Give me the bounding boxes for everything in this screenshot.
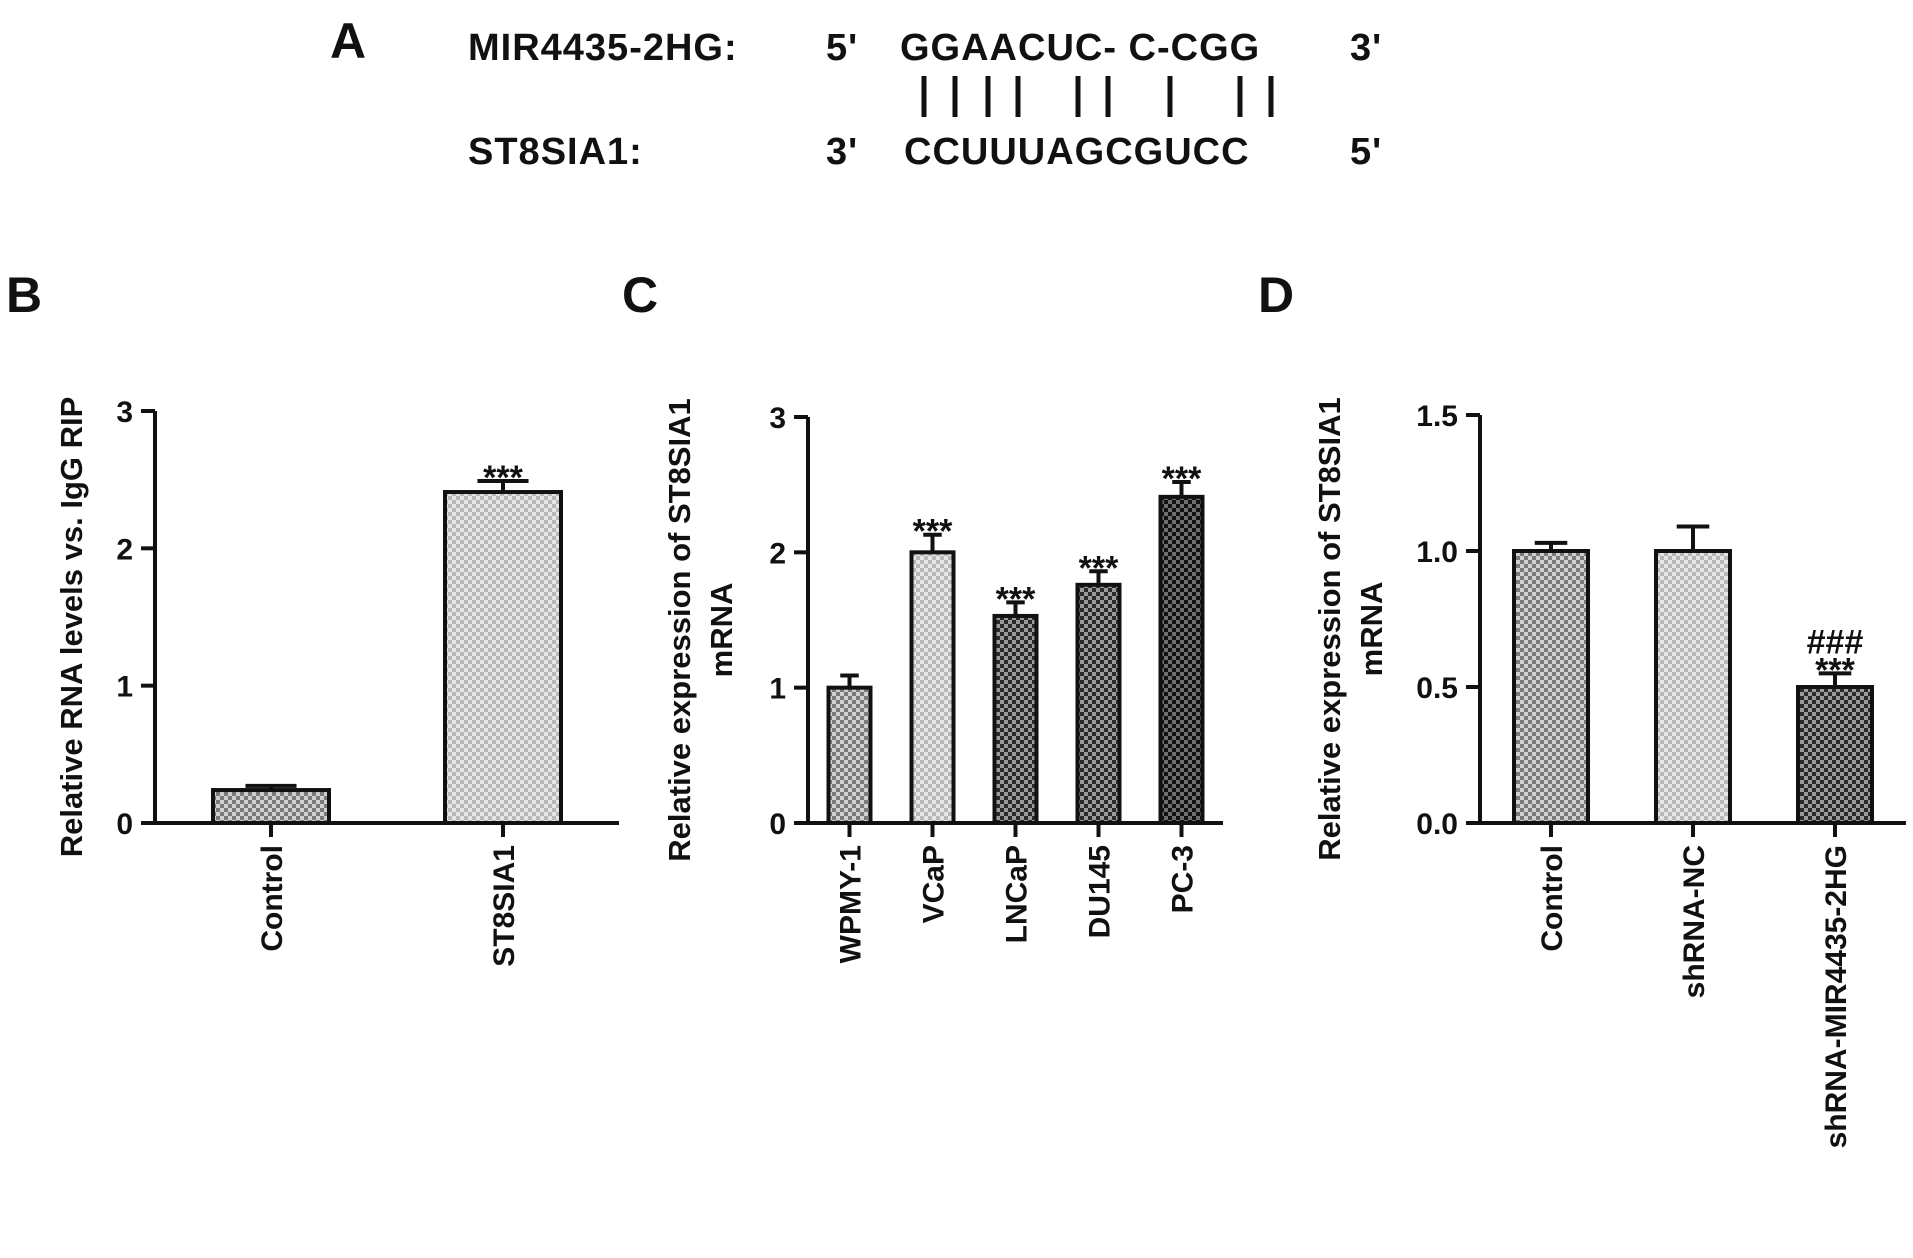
panel-d-category-label: Control (1536, 845, 1569, 952)
panel-c-y-tick-label: 0 (769, 808, 786, 841)
panel-d-y-tick-label: 1.0 (1416, 536, 1458, 569)
seq-row-1-end-left: 5' (826, 27, 858, 69)
panel-c-significance-label: *** (1162, 460, 1202, 498)
panel-d-bar (1512, 549, 1590, 825)
panel-b-category-label: Control (256, 845, 289, 952)
seq-row-2-name: ST8SIA1: (468, 131, 643, 173)
seq-row-1-end-right: 3' (1350, 27, 1382, 69)
panel-c-significance-label: *** (1079, 549, 1119, 587)
panel-d-category-label: shRNA-MIR4435-2HG (1820, 845, 1853, 1148)
panel-c-y-tick-label: 3 (769, 402, 786, 435)
panel-c-bar (1075, 582, 1122, 826)
panel-d-y-tick-label: 1.5 (1416, 400, 1458, 433)
seq-row-1-name: MIR4435-2HG: (468, 27, 738, 69)
seq-row-2-end-left: 3' (826, 131, 858, 173)
panel-d-y-tick-label: 0.5 (1416, 672, 1458, 705)
panel-d-y-axis-title: Relative expression of ST8SIA1 (1312, 397, 1347, 860)
seq-row-2-sequence: CCUUUAGCGUCC (904, 131, 1250, 173)
panel-d-category-label: shRNA-NC (1678, 845, 1711, 998)
chart-panel-c: 0 1 2 3 Relative expression of ST8SIA1 mRNA WP… (662, 398, 1223, 963)
panel-c-significance-label: *** (996, 580, 1036, 618)
seq-row-1-sequence: GGAACUC- C-CGG (900, 27, 1260, 69)
panel-d-significance-label-2: ### (1807, 623, 1864, 661)
seq-row-2-end-right: 5' (1350, 131, 1382, 173)
panel-b-category-label: ST8SIA1 (488, 845, 521, 967)
panel-a-label: A (330, 13, 366, 69)
panel-d-bar (1654, 549, 1732, 825)
panel-b-y-tick-label: 0 (116, 808, 133, 841)
panel-c-category-label: LNCaP (1001, 845, 1034, 943)
panel-b-y-tick-label: 1 (116, 671, 133, 704)
panel-b-significance-label: *** (483, 459, 523, 497)
panel-c-y-axis-title: Relative expression of ST8SIA1 (662, 398, 697, 861)
panel-c-bar (1158, 494, 1205, 825)
panel-b-y-axis-title: Relative RNA levels vs. IgG RIP (54, 397, 89, 858)
panel-b-bar (443, 490, 563, 825)
chart-panel-d: 0.0 0.5 1.0 1.5 Relative expression of ST8SI… (1312, 397, 1906, 1148)
panel-d-label: D (1258, 267, 1294, 323)
panel-b-y-tick-label: 3 (116, 396, 133, 429)
panel-d-bar (1796, 685, 1874, 825)
panel-c-bar (826, 685, 873, 826)
panel-d-y-tick-label: 0.0 (1416, 808, 1458, 841)
panel-c-y-tick-label: 1 (769, 673, 786, 706)
panel-c-significance-label: *** (913, 513, 953, 551)
panel-b-bar (211, 788, 331, 825)
panel-b-label: B (6, 267, 42, 323)
panel-a: A MIR4435-2HG: 5' GGAACUC- C-CGG 3' ST8S… (330, 13, 1382, 173)
panel-c-bar (992, 613, 1039, 825)
panel-c-category-label: WPMY-1 (835, 845, 868, 963)
panel-c-y-axis-title: mRNA (704, 583, 739, 678)
panel-b-y-tick-label: 2 (116, 533, 133, 566)
panel-d-y-axis-title: mRNA (1354, 582, 1389, 677)
chart-panel-b: 0 1 2 3 Relative RNA levels vs. IgG RIP Contr… (54, 396, 619, 967)
panel-c-category-label: PC-3 (1167, 845, 1200, 913)
panel-c-category-label: DU145 (1084, 845, 1117, 938)
panel-c-category-label: VCaP (918, 845, 951, 923)
panel-c-y-tick-label: 2 (769, 537, 786, 570)
panel-c-label: C (622, 267, 658, 323)
panel-d-significance-label: *** (1815, 651, 1855, 689)
panel-c-bar (909, 550, 956, 825)
pairing-marks (921, 76, 1274, 117)
